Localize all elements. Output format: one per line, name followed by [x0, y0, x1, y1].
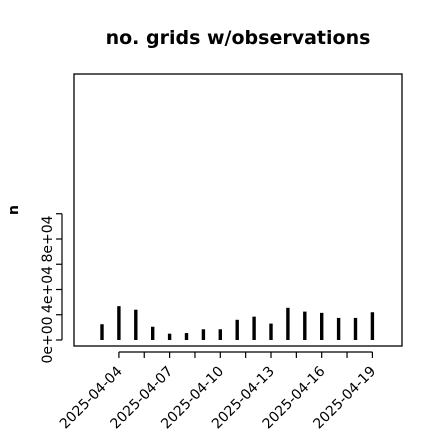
chart-title: no. grids w/observations	[106, 27, 371, 49]
y-axis-label: n	[6, 205, 22, 215]
y-tick-label: 0e+00	[40, 316, 56, 363]
plot-frame	[73, 73, 403, 347]
y-axis: 0e+00 4e+04 8e+04	[40, 213, 63, 364]
bars	[100, 306, 375, 340]
y-tick-label: 8e+04	[40, 215, 56, 262]
y-tick-label: 4e+04	[40, 266, 56, 313]
x-axis: 2025-04-042025-04-072025-04-102025-04-13…	[57, 351, 379, 432]
